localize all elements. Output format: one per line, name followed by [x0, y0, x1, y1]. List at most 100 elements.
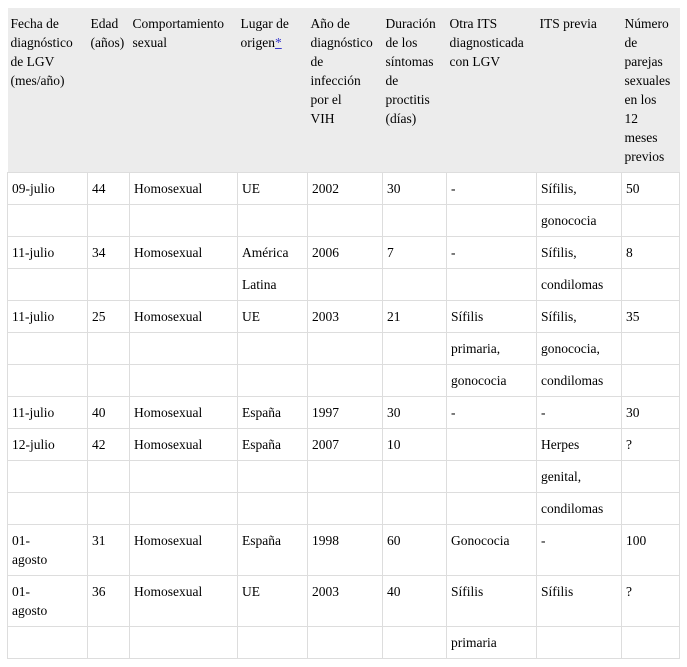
table-cell: Homosexual: [129, 236, 238, 269]
table-cell: ?: [621, 575, 680, 627]
table-cell: [87, 268, 130, 301]
table-cell: 2007: [307, 428, 383, 461]
table-cell: [237, 364, 308, 397]
table-cell: Gonococia: [446, 524, 537, 576]
table-cell: [129, 204, 238, 237]
table-cell: 8: [621, 236, 680, 269]
table-cell: condilomas: [536, 492, 622, 525]
table-cell: gonococia,: [536, 332, 622, 365]
column-header-7: Otra ITS diagnosticada con LGV: [446, 8, 537, 173]
table-row: 01- agosto 31 Homosexual España 1998 60 Gonoco…: [7, 524, 680, 576]
table-cell: Sífilis: [446, 300, 537, 333]
table-cell: UE: [237, 172, 308, 205]
table-cell: 11-julio: [7, 236, 88, 269]
table-cell: 40: [87, 396, 130, 429]
table-cell: Herpes: [536, 428, 622, 461]
table-cell: [382, 204, 447, 237]
table-cell: [621, 332, 680, 365]
table-cell: ?: [621, 428, 680, 461]
table-cell: [7, 626, 88, 659]
table-cell: [307, 332, 383, 365]
table-cell: 100: [621, 524, 680, 576]
lgv-cases-table: Fecha de diagnóstico de LGV (mes/año) Eda…: [7, 8, 680, 659]
table-row: primaria, gonococia,: [7, 332, 680, 365]
table-cell: [129, 460, 238, 493]
table-cell: gonococia: [446, 364, 537, 397]
table-cell: [621, 492, 680, 525]
table-cell: 25: [87, 300, 130, 333]
table-cell: UE: [237, 575, 308, 627]
table-row: primaria: [7, 626, 680, 659]
table-cell: [621, 364, 680, 397]
column-header-label: Número de parejas sexuales en los 12 mes…: [624, 16, 671, 164]
table-cell: [87, 626, 130, 659]
table-cell: 09-julio: [7, 172, 88, 205]
table-cell: 01- agosto: [7, 575, 88, 627]
table-cell: [621, 268, 680, 301]
column-header-1: Fecha de diagnóstico de LGV (mes/año): [7, 8, 88, 173]
column-header-9: Número de parejas sexuales en los 12 mes…: [621, 8, 680, 173]
table-row: genital,: [7, 460, 680, 493]
table-cell: 30: [382, 172, 447, 205]
table-cell: [7, 364, 88, 397]
table-cell: [7, 204, 88, 237]
table-cell: [307, 204, 383, 237]
table-cell: 2003: [307, 575, 383, 627]
table-cell: [621, 460, 680, 493]
table-cell: [446, 204, 537, 237]
table-cell: Homosexual: [129, 428, 238, 461]
table-cell: 7: [382, 236, 447, 269]
table-cell: [7, 332, 88, 365]
column-header-label: Comportamiento sexual: [132, 16, 225, 50]
table-cell: [237, 332, 308, 365]
table-cell: 34: [87, 236, 130, 269]
table-cell: Homosexual: [129, 575, 238, 627]
table-cell: [382, 626, 447, 659]
table-cell: [87, 492, 130, 525]
column-header-label: Edad (años): [90, 16, 125, 50]
table-cell: [307, 364, 383, 397]
table-cell: [382, 268, 447, 301]
table-cell: [7, 460, 88, 493]
column-header-4: Lugar de origen*: [237, 8, 308, 173]
table-cell: 40: [382, 575, 447, 627]
table-row: 11-julio 25 Homosexual UE 2003 21 Sífilis Sífil…: [7, 300, 680, 333]
table-cell: [237, 492, 308, 525]
column-header-label: Duración de los síntomas de proctitis (d…: [385, 16, 436, 126]
table-cell: 1997: [307, 396, 383, 429]
table-cell: [237, 626, 308, 659]
table-cell: 01- agosto: [7, 524, 88, 576]
table-cell: [382, 460, 447, 493]
table-cell: [621, 204, 680, 237]
table-cell: Homosexual: [129, 300, 238, 333]
table-row: 11-julio 34 Homosexual América 2006 7- Sífilis…: [7, 236, 680, 269]
table-cell: [536, 626, 622, 659]
column-header-8: ITS previa: [536, 8, 622, 173]
column-header-label: Año de diagnóstico de infección por el V…: [310, 16, 373, 126]
table-row: Latina condilomas: [7, 268, 680, 301]
table-cell: Latina: [237, 268, 308, 301]
table-cell: 2003: [307, 300, 383, 333]
column-header-label: Otra ITS diagnosticada con LGV: [449, 16, 524, 69]
table-cell: [307, 492, 383, 525]
table-cell: 11-julio: [7, 300, 88, 333]
table-cell: Sífilis,: [536, 300, 622, 333]
table-cell: [446, 268, 537, 301]
table-cell: [87, 460, 130, 493]
table-row: 01- agosto 36 Homosexual UE 2003 40 Sífilis Síf…: [7, 575, 680, 627]
origin-footnote-link[interactable]: *: [275, 35, 282, 50]
table-cell: [307, 268, 383, 301]
table-cell: [382, 364, 447, 397]
table-cell: 36: [87, 575, 130, 627]
column-header-2: Edad (años): [87, 8, 130, 173]
table-cell: [129, 364, 238, 397]
table-cell: gonococia: [536, 204, 622, 237]
table-cell: 60: [382, 524, 447, 576]
table-row: gonococia: [7, 204, 680, 237]
table-row: 11-julio 40 Homosexual España 1997 30- -30: [7, 396, 680, 429]
table-cell: 2006: [307, 236, 383, 269]
table-cell: Sífilis: [536, 575, 622, 627]
table-cell: [87, 332, 130, 365]
table-cell: 50: [621, 172, 680, 205]
table-cell: Sífilis,: [536, 236, 622, 269]
